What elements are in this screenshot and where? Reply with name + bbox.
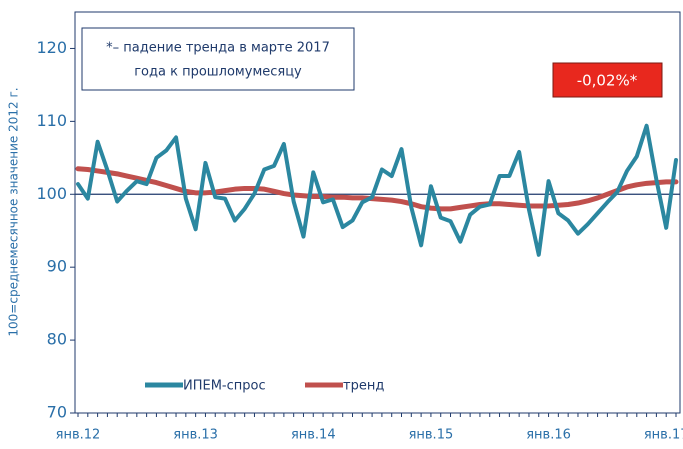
y-axis-label: 100=среднемесячное значение 2012 г. (7, 87, 21, 336)
plot-frame (74, 11, 681, 414)
x-tick-label: янв.16 (526, 428, 571, 443)
y-tick-label: 120 (36, 38, 67, 57)
annotation: года к прошломумесяцу (134, 65, 302, 80)
legend-label: тренд (343, 379, 384, 394)
badge-box (552, 62, 663, 98)
series-line (75, 166, 679, 212)
y-tick-label: 90 (47, 257, 67, 276)
y-tick-label: 80 (47, 330, 67, 349)
y-tick-label: 70 (47, 403, 67, 422)
x-tick-label: янв.14 (291, 428, 336, 443)
x-tick-label: янв.15 (409, 428, 454, 443)
annotation: *– падение тренда в марте 2017 (106, 41, 330, 56)
y-tick-label: 100 (36, 184, 67, 203)
x-tick-label: янв.17 (644, 428, 683, 443)
y-tick-label: 110 (36, 111, 67, 130)
badge: -0,02%* (577, 72, 638, 90)
x-tick-label: янв.12 (56, 428, 101, 443)
series-line (76, 123, 678, 257)
x-tick-label: янв.13 (173, 428, 218, 443)
annotation-box (81, 27, 355, 91)
legend-label: ИПЕМ-спрос (183, 379, 266, 394)
